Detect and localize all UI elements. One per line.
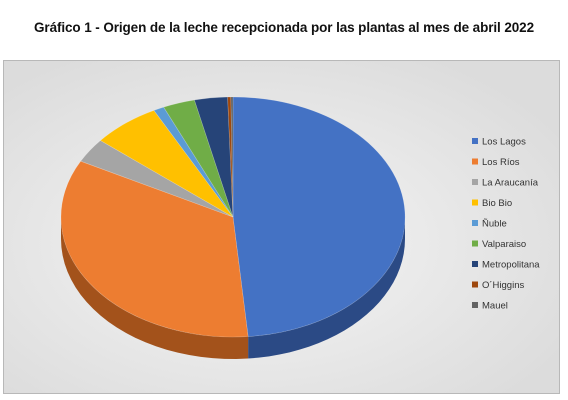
pie-sides (61, 217, 405, 359)
pie-top (60, 96, 406, 338)
pie-slice-los-lagos (232, 96, 406, 337)
legend-label-la-araucania: La Araucanía (482, 178, 539, 189)
chart-title: Gráfico 1 - Origen de la leche recepcion… (34, 20, 534, 35)
legend-swatch-mauel (472, 302, 478, 308)
legend-label-o-higgins: O´Higgins (482, 280, 524, 291)
pie-side-los-lagos (248, 217, 405, 359)
pie-slice-valparaiso (163, 99, 234, 218)
pie-side-los-rios (61, 217, 249, 359)
legend-label-valparaiso: Valparaiso (482, 239, 526, 250)
pie-slice-o-higgins (227, 96, 234, 218)
legend: Los Lagos Los Ríos La Araucanía Bio Bio Ñubl… (472, 137, 540, 312)
legend-label-mauel: Mauel (482, 301, 508, 312)
legend-label-bio-bio: Bio Bio (482, 198, 512, 209)
pie-slice-bio-bio (99, 110, 234, 218)
legend-swatch-o-higgins (472, 281, 478, 288)
legend-label-metropolitana: Metropolitana (482, 260, 540, 271)
pie-slice-mauel (230, 96, 234, 218)
legend-swatch-nuble (472, 220, 478, 226)
legend-swatch-la-araucania (472, 179, 478, 185)
legend-swatch-valparaiso (472, 240, 478, 247)
legend-swatch-los-lagos (472, 138, 478, 144)
pie-slice-los-rios (60, 160, 249, 338)
legend-swatch-los-rios (472, 158, 478, 165)
legend-label-los-lagos: Los Lagos (482, 137, 526, 148)
chart-area: Los Lagos Los Ríos La Araucanía Bio Bio Ñubl… (3, 60, 560, 394)
pie-slice-metropolitana (194, 96, 234, 218)
pie-slice-nuble (153, 106, 234, 218)
legend-swatch-bio-bio (472, 199, 478, 206)
legend-label-los-rios: Los Ríos (482, 157, 520, 168)
legend-label-nuble: Ñuble (482, 219, 507, 230)
legend-swatch-metropolitana (472, 261, 478, 267)
pie-slice-la-araucania (80, 140, 234, 218)
pie-chart: Los Lagos Los Ríos La Araucanía Bio Bio Ñubl… (4, 61, 559, 393)
